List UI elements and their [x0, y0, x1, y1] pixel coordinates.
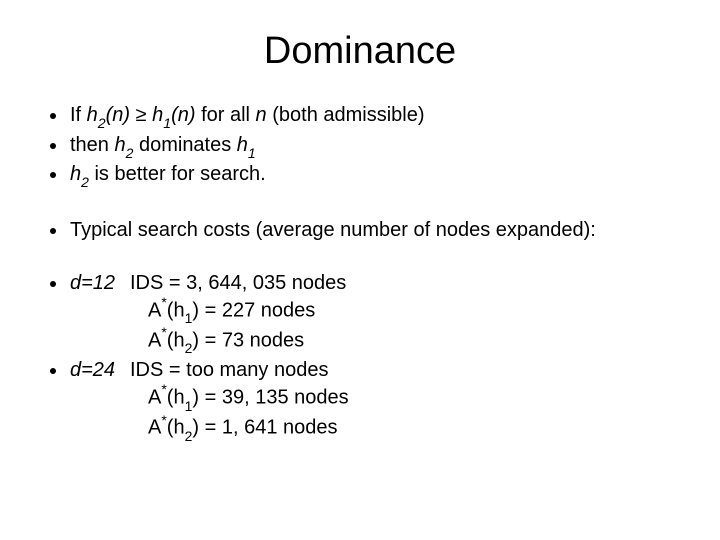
text: dominates [133, 134, 236, 156]
text: (h [167, 299, 185, 321]
bullet-icon [50, 228, 56, 234]
text: (h [167, 417, 185, 439]
text: for all [196, 104, 256, 126]
d12-line: d=12IDS = 3, 644, 035 nodes [70, 271, 670, 296]
sub-2: 2 [81, 174, 89, 190]
text: is better for search. [89, 163, 266, 185]
d-label: d=24 [70, 358, 130, 383]
sub-2: 2 [185, 428, 193, 444]
star: * [161, 324, 166, 340]
text: ) = 227 nodes [192, 299, 315, 321]
ids-value: IDS = 3, 644, 035 nodes [130, 272, 346, 294]
var-n: n [256, 104, 267, 126]
var-h: h [70, 163, 81, 185]
star: * [161, 381, 166, 397]
bullet-text: d=24IDS = too many nodes A*(h1) = 39, 13… [70, 358, 670, 443]
sub-1: 1 [248, 145, 256, 161]
d12-a1: A*(h1) = 227 nodes [148, 296, 670, 326]
bullet-text: d=12IDS = 3, 644, 035 nodes A*(h1) = 227… [70, 271, 670, 356]
sub-2: 2 [126, 145, 134, 161]
bullet-2: then h2 dominates h1 [50, 133, 670, 161]
slide-content: If h2(n) ≥ h1(n) for all n (both admissi… [50, 103, 670, 443]
var-h: h [87, 104, 98, 126]
star: * [161, 412, 166, 428]
text: (n) [106, 104, 136, 126]
bullet-1: If h2(n) ≥ h1(n) for all n (both admissi… [50, 103, 670, 131]
sub-2: 2 [98, 115, 106, 131]
text: A [148, 386, 161, 408]
var-h: h [114, 134, 125, 156]
d24-a1: A*(h1) = 39, 135 nodes [148, 383, 670, 413]
star: * [161, 294, 166, 310]
bullet-icon [50, 143, 56, 149]
bullet-text: If h2(n) ≥ h1(n) for all n (both admissi… [70, 103, 670, 131]
bullet-icon [50, 172, 56, 178]
d12-a2: A*(h2) = 73 nodes [148, 326, 670, 356]
bullet-text: Typical search costs (average number of … [70, 218, 670, 243]
text: ) = 73 nodes [192, 329, 304, 351]
bullet-d24: d=24IDS = too many nodes A*(h1) = 39, 13… [50, 358, 670, 443]
text: If [70, 104, 87, 126]
bullet-icon [50, 113, 56, 119]
text: A [148, 299, 161, 321]
text: then [70, 134, 114, 156]
bullet-text: then h2 dominates h1 [70, 133, 670, 161]
text: (both admissible) [267, 104, 425, 126]
spacer [50, 245, 670, 269]
var-h: h [237, 134, 248, 156]
text: ) = 39, 135 nodes [192, 386, 348, 408]
sub-1: 1 [185, 310, 193, 326]
sub-1: 1 [163, 115, 171, 131]
text: (h [167, 386, 185, 408]
text: A [148, 417, 161, 439]
d-label: d=12 [70, 271, 130, 296]
bullet-d12: d=12IDS = 3, 644, 035 nodes A*(h1) = 227… [50, 271, 670, 356]
slide: Dominance If h2(n) ≥ h1(n) for all n (bo… [0, 0, 720, 540]
d24-line: d=24IDS = too many nodes [70, 358, 670, 383]
bullet-icon [50, 281, 56, 287]
d24-a2: A*(h2) = 1, 641 nodes [148, 413, 670, 443]
slide-title: Dominance [50, 30, 670, 73]
bullet-text: h2 is better for search. [70, 162, 670, 190]
var-h: h [152, 104, 163, 126]
sub-1: 1 [185, 398, 193, 414]
bullet-icon [50, 368, 56, 374]
text: A [148, 329, 161, 351]
bullet-3: h2 is better for search. [50, 162, 670, 190]
text: (h [167, 329, 185, 351]
text: (n) [171, 104, 195, 126]
spacer [50, 192, 670, 216]
ge-symbol: ≥ [136, 104, 153, 126]
ids-value: IDS = too many nodes [130, 359, 328, 381]
sub-2: 2 [185, 340, 193, 356]
bullet-4: Typical search costs (average number of … [50, 218, 670, 243]
text: ) = 1, 641 nodes [192, 417, 337, 439]
